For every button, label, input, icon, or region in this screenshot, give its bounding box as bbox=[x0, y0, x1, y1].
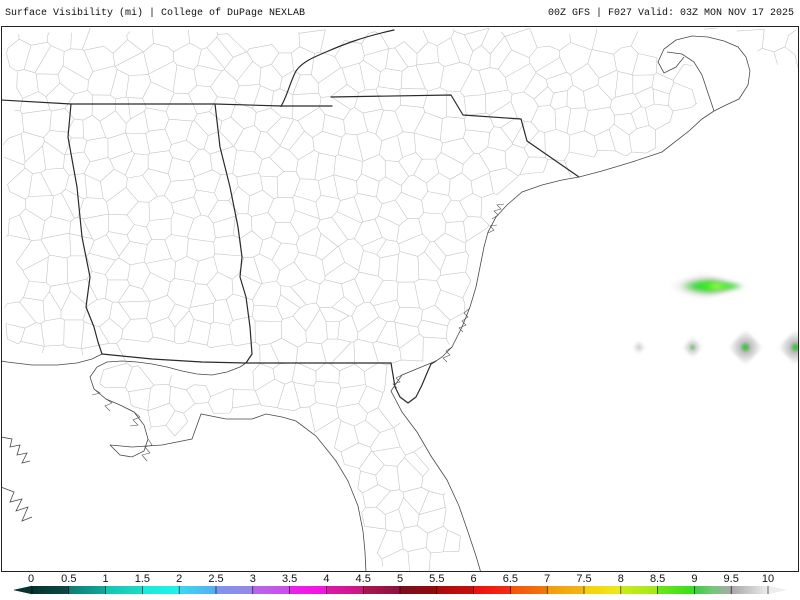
svg-text:6: 6 bbox=[471, 573, 477, 585]
svg-text:0.5: 0.5 bbox=[61, 573, 76, 585]
svg-text:3: 3 bbox=[250, 573, 256, 585]
svg-text:5.5: 5.5 bbox=[429, 573, 444, 585]
svg-text:9: 9 bbox=[691, 573, 697, 585]
svg-text:7: 7 bbox=[544, 573, 550, 585]
svg-text:5: 5 bbox=[397, 573, 403, 585]
svg-text:2: 2 bbox=[176, 573, 182, 585]
svg-text:8: 8 bbox=[618, 573, 624, 585]
svg-text:4: 4 bbox=[323, 573, 329, 585]
svg-text:8.5: 8.5 bbox=[650, 573, 665, 585]
svg-text:1: 1 bbox=[103, 573, 109, 585]
svg-text:7.5: 7.5 bbox=[576, 573, 591, 585]
svg-text:1.5: 1.5 bbox=[135, 573, 150, 585]
svg-text:0: 0 bbox=[28, 573, 34, 585]
svg-text:4.5: 4.5 bbox=[356, 573, 371, 585]
svg-text:10: 10 bbox=[762, 573, 774, 585]
svg-text:3.5: 3.5 bbox=[282, 573, 297, 585]
svg-text:2.5: 2.5 bbox=[208, 573, 223, 585]
svg-text:9.5: 9.5 bbox=[724, 573, 739, 585]
svg-text:6.5: 6.5 bbox=[503, 573, 518, 585]
